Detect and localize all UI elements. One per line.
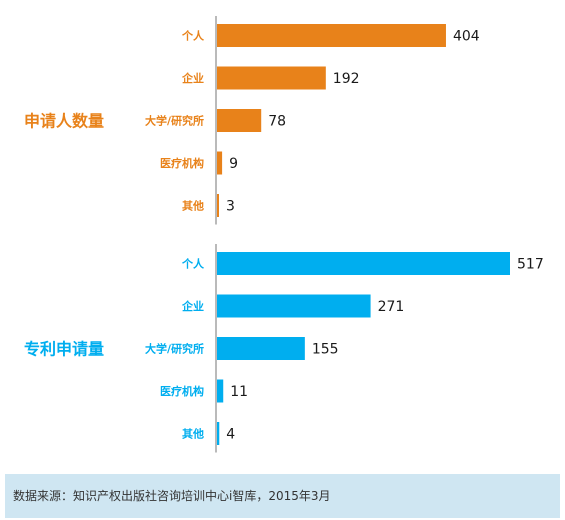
bar <box>217 337 305 360</box>
group-label: 专利申请量 <box>24 340 104 359</box>
source-footer: 数据来源：知识产权出版社咨询培训中心i智库，2015年3月 <box>5 474 560 518</box>
bar <box>217 295 371 318</box>
category-label: 医疗机构 <box>160 384 204 398</box>
bar <box>217 24 446 47</box>
source-text: 数据来源：知识产权出版社咨询培训中心i智库，2015年3月 <box>13 487 331 504</box>
data-label: 4 <box>226 427 235 443</box>
category-label: 医疗机构 <box>160 156 204 170</box>
group-label: 申请人数量 <box>24 112 104 131</box>
category-label: 大学/研究所 <box>145 342 204 356</box>
data-label: 271 <box>378 299 405 315</box>
category-label: 大学/研究所 <box>145 114 204 128</box>
data-label: 192 <box>333 71 360 87</box>
category-label: 个人 <box>181 257 205 271</box>
data-label: 11 <box>230 384 248 400</box>
category-label: 企业 <box>181 299 204 313</box>
bar <box>217 109 261 132</box>
bar <box>217 422 219 445</box>
data-label: 404 <box>453 29 480 45</box>
category-label: 个人 <box>181 29 205 43</box>
data-label: 3 <box>226 199 235 215</box>
bar <box>217 194 219 217</box>
bar-chart: 申请人数量个人404企业192大学/研究所78医疗机构9其他3专利申请量个人51… <box>0 0 565 474</box>
bar <box>217 252 510 275</box>
data-label: 155 <box>312 342 339 358</box>
data-label: 78 <box>268 114 286 130</box>
bar <box>217 152 222 175</box>
bar <box>217 380 223 403</box>
category-label: 企业 <box>181 71 204 85</box>
category-label: 其他 <box>182 199 204 213</box>
category-label: 其他 <box>182 427 204 441</box>
bar <box>217 67 326 90</box>
data-label: 9 <box>229 156 238 172</box>
data-label: 517 <box>517 257 544 273</box>
